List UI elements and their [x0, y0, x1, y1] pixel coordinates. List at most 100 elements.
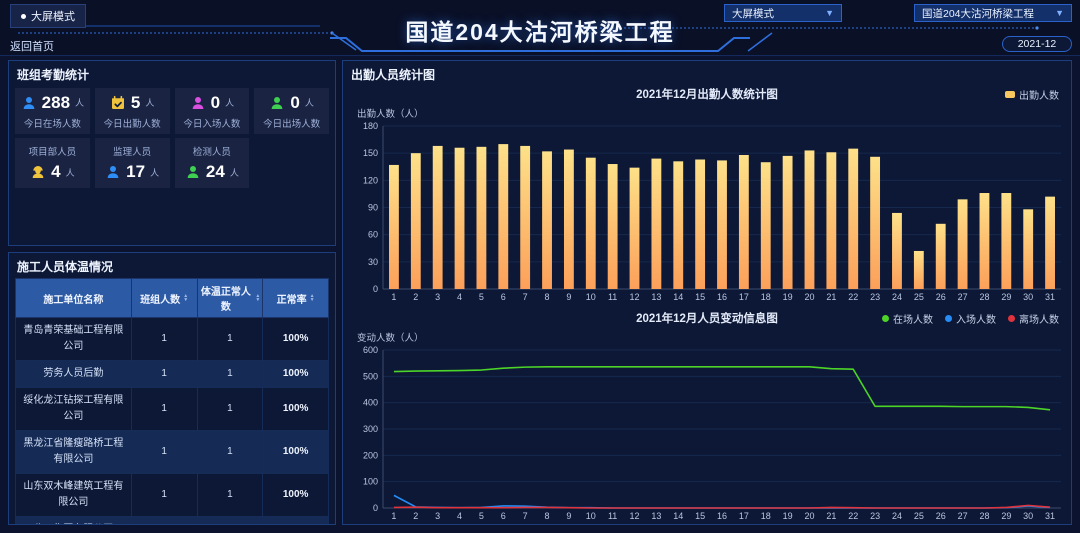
- stat-card-3: 0 人 今日出场人数: [254, 88, 329, 134]
- bar-day-31[interactable]: [1045, 196, 1055, 289]
- bar-day-3[interactable]: [432, 145, 443, 289]
- legend-item[interactable]: 出勤人数: [1005, 87, 1059, 102]
- column-label: 施工单位名称: [43, 294, 104, 306]
- line-series-0[interactable]: [393, 366, 1051, 411]
- svg-text:29: 29: [1001, 292, 1011, 302]
- bar-day-16[interactable]: [717, 160, 727, 289]
- column-header-1[interactable]: 班组人数 ▲ ▼: [130, 278, 198, 318]
- svg-text:7: 7: [523, 292, 528, 302]
- stat-unit: 人: [75, 98, 85, 108]
- bar-day-1[interactable]: [389, 164, 399, 289]
- bar-day-27[interactable]: [957, 199, 968, 289]
- bar-day-6[interactable]: [498, 144, 509, 289]
- bar-day-10[interactable]: [585, 157, 596, 289]
- mode-select[interactable]: 大屏模式 ▼: [724, 4, 842, 22]
- bar-day-8[interactable]: [542, 151, 552, 289]
- cell-normal-rate: 100%: [262, 317, 329, 361]
- bar-day-24[interactable]: [892, 212, 902, 289]
- table-row-1: 劳务人员后勤 1 1 100%: [15, 360, 329, 388]
- svg-text:13: 13: [651, 511, 661, 521]
- bar-day-5[interactable]: [476, 146, 487, 289]
- legend-label: 入场人数: [956, 315, 996, 326]
- month-picker[interactable]: 2021-12: [1002, 36, 1072, 52]
- stat-unit: 人: [145, 98, 155, 108]
- calendar-check-icon: [111, 95, 124, 109]
- bar-day-4[interactable]: [454, 147, 465, 289]
- attendance-stat-cards: 288 人 今日在场人数 5 人 今日出勤人数 0 人 今日入场人数 0 人 今…: [9, 86, 335, 136]
- bar-day-2[interactable]: [410, 153, 421, 289]
- column-header-2[interactable]: 体温正常人数 ▲ ▼: [196, 278, 264, 318]
- legend-item-2[interactable]: 离场人数: [1008, 311, 1059, 326]
- svg-text:1: 1: [391, 511, 396, 521]
- screen-mode-tag[interactable]: 大屏模式: [10, 4, 86, 28]
- cell-company: 山东双木峰建筑工程有限公司: [15, 473, 132, 517]
- role-card-2: 检测人员 24 人: [174, 138, 250, 188]
- svg-text:19: 19: [783, 511, 793, 521]
- bar-day-9[interactable]: [563, 149, 574, 289]
- role-label: 监理人员: [113, 147, 152, 158]
- mode-dot-icon: [21, 13, 26, 19]
- svg-text:2: 2: [413, 292, 418, 302]
- bar-chart-y-label: 出勤人数（人）: [357, 109, 424, 120]
- temperature-table-body: 青岛青荣基础工程有限公司 1 1 100% 劳务人员后勤 1 1 100% 绥化龙江…: [15, 317, 329, 524]
- sort-icon[interactable]: ▲ ▼: [255, 293, 261, 303]
- svg-text:3: 3: [435, 292, 440, 302]
- sort-icon[interactable]: ▲ ▼: [309, 293, 315, 303]
- svg-text:18: 18: [761, 511, 771, 521]
- legend-item-1[interactable]: 入场人数: [945, 311, 996, 326]
- svg-text:9: 9: [566, 511, 571, 521]
- bar-day-26[interactable]: [935, 223, 946, 289]
- stat-card-0: 288 人 今日在场人数: [15, 88, 90, 134]
- bar-day-14[interactable]: [673, 161, 684, 289]
- bar-day-13[interactable]: [651, 158, 662, 289]
- cell-normal-rate: 100%: [262, 430, 329, 474]
- bar-day-23[interactable]: [870, 156, 881, 289]
- svg-text:9: 9: [566, 292, 571, 302]
- svg-text:8: 8: [545, 511, 550, 521]
- role-card-1: 监理人员 17 人: [94, 138, 170, 188]
- svg-text:22: 22: [848, 292, 858, 302]
- svg-text:400: 400: [363, 398, 378, 408]
- stat-value: 5: [130, 92, 141, 112]
- svg-text:15: 15: [695, 292, 705, 302]
- legend-dot-icon: [1008, 315, 1015, 322]
- svg-text:24: 24: [892, 511, 902, 521]
- line-series-1[interactable]: [393, 494, 1051, 509]
- svg-text:1: 1: [391, 292, 396, 302]
- project-select[interactable]: 国道204大沽河桥梁工程 ▼: [914, 4, 1072, 22]
- bar-chart-legend: 出勤人数: [1005, 87, 1059, 102]
- bar-day-28[interactable]: [979, 193, 990, 289]
- role-label: 项目部人员: [28, 147, 77, 158]
- bar-day-29[interactable]: [1001, 193, 1012, 289]
- line-chart-plot: 0 100 200 300 400 500 600 1 2 3 4 5 6 7 8 9 10 11 12 13 14 15…: [343, 344, 1071, 524]
- bar-day-22[interactable]: [848, 148, 859, 289]
- line-series-2[interactable]: [393, 504, 1051, 509]
- svg-text:4: 4: [457, 292, 462, 302]
- svg-text:5: 5: [479, 511, 484, 521]
- sort-icon[interactable]: ▲ ▼: [183, 293, 189, 303]
- bar-day-18[interactable]: [760, 162, 771, 289]
- column-header-3[interactable]: 正常率 ▲ ▼: [262, 278, 329, 318]
- bar-day-20[interactable]: [804, 150, 815, 289]
- bar-day-19[interactable]: [782, 155, 793, 289]
- role-unit: 人: [65, 167, 75, 178]
- bar-day-17[interactable]: [738, 154, 749, 289]
- column-label: 班组人数: [140, 294, 181, 306]
- bar-day-25[interactable]: [913, 250, 924, 289]
- bar-day-11[interactable]: [607, 164, 618, 289]
- back-home-link[interactable]: 返回首页: [10, 41, 54, 53]
- bar-day-7[interactable]: [520, 145, 531, 289]
- stat-label: 今日出勤人数: [103, 118, 161, 130]
- chevron-down-icon: ▼: [825, 8, 834, 18]
- cell-normal-count: 1: [196, 430, 264, 474]
- bar-day-30[interactable]: [1023, 209, 1034, 289]
- person-icon: [272, 96, 283, 109]
- bar-day-15[interactable]: [695, 159, 706, 289]
- bar-day-12[interactable]: [629, 167, 640, 289]
- legend-item-0[interactable]: 在场人数: [882, 311, 933, 326]
- bar-day-21[interactable]: [826, 152, 837, 289]
- svg-text:30: 30: [1023, 511, 1033, 521]
- svg-text:26: 26: [936, 511, 946, 521]
- line-chart-legend: 在场人数 入场人数 离场人数: [882, 311, 1059, 326]
- cell-company: 黑龙江省隆瘦路桥工程有限公司: [15, 430, 132, 474]
